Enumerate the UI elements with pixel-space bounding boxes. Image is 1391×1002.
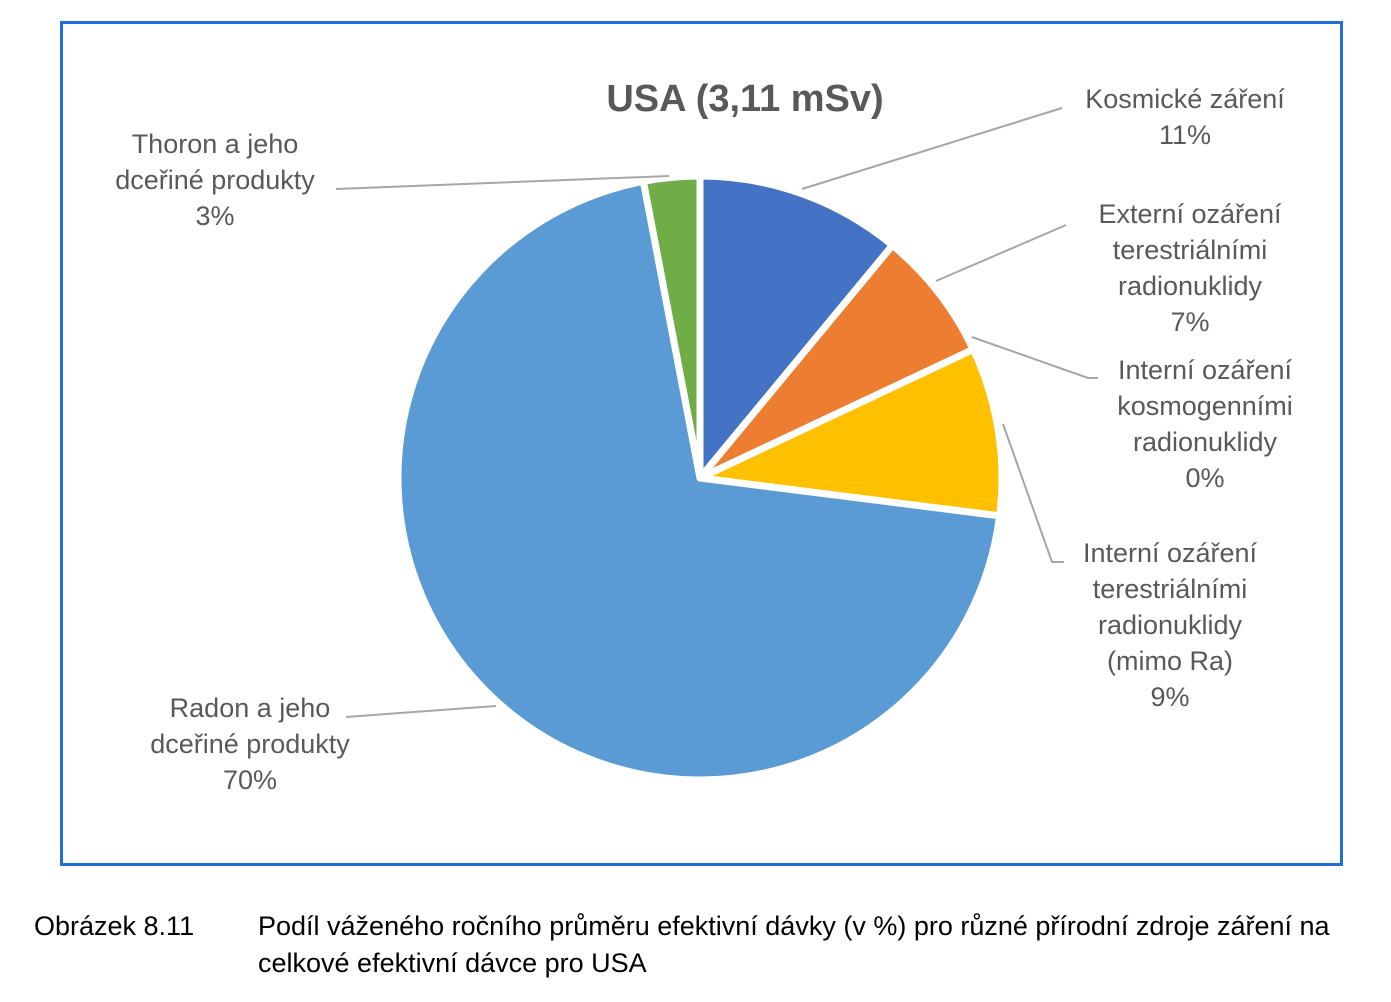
label-externi: Externí ozáření terestriálními radionukl… <box>1098 199 1282 337</box>
label-kosmicke: Kosmické záření 11% <box>1085 84 1285 150</box>
pie-slice-1 <box>696 241 977 482</box>
caption-text: Podíl váženého ročního průměru efektivní… <box>258 911 1330 978</box>
label-radon: Radon a jeho dceřiné produkty 70% <box>150 693 350 795</box>
leader-thoron <box>335 175 670 190</box>
leader-externi <box>935 224 1067 282</box>
label-thoron: Thoron a jeho dceřiné produkty 3% <box>115 129 315 231</box>
chart-title: USA (3,11 mSv) <box>606 78 884 120</box>
leader-radon <box>345 705 497 718</box>
leader-interni-kosmo <box>971 336 1098 379</box>
leader-interni-terr <box>1002 423 1064 563</box>
leader-kosmicke <box>801 107 1063 190</box>
pie-slice-0 <box>696 172 897 482</box>
chart-frame <box>60 21 1343 866</box>
figure-caption: Obrázek 8.11 Podíl váženého ročního průmě… <box>34 908 1338 982</box>
pie-chart <box>335 107 1098 780</box>
caption-figure-number: Obrázek 8.11 <box>34 911 195 941</box>
label-interni-terr: Interní ozáření terestriálními radionukl… <box>1082 538 1258 712</box>
pie-slice-3 <box>696 345 1006 520</box>
label-interni-kosmo: Interní ozáření kosmogenními radionuklid… <box>1117 355 1293 493</box>
pie-slice-5 <box>639 172 704 482</box>
